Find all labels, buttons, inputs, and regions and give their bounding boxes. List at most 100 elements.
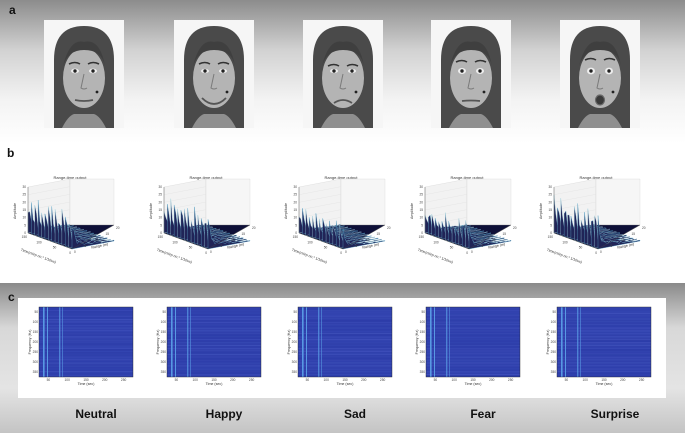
emotion-label-fear: Fear — [470, 407, 496, 421]
noise-band — [39, 363, 133, 365]
noise-band — [39, 313, 133, 314]
x-tick-label: 0 — [205, 251, 207, 255]
energy-stripe — [62, 307, 63, 377]
noise-band — [557, 354, 651, 356]
mole — [95, 90, 99, 94]
z-tick-label: 5 — [295, 223, 297, 227]
energy-stripe — [306, 307, 307, 377]
x-tick-label: 100 — [562, 240, 568, 244]
noise-band — [298, 348, 392, 349]
noise-band — [298, 311, 392, 313]
y-axis-label: Range (m) — [362, 242, 379, 249]
noise-band — [39, 311, 133, 313]
right-pupil — [478, 69, 482, 73]
noise-band — [167, 319, 261, 321]
surface-plot-neutral: Range-time output 30 25 20 15 10 5 0 150 100 50 0 0 5… — [10, 165, 120, 265]
face-photo-happy — [174, 20, 254, 128]
noise-band — [298, 316, 392, 318]
mouth — [594, 94, 606, 106]
x-tick-label: 0 — [340, 251, 342, 255]
noise-band — [39, 345, 133, 346]
y-tick-label: 10 — [95, 238, 99, 242]
z-tick-label: 30 — [419, 185, 423, 189]
noise-band — [167, 326, 261, 328]
time-tick-label: 200 — [230, 378, 236, 382]
surface-ridge — [207, 219, 251, 250]
panel-label-a: a — [9, 3, 16, 17]
z-tick-label: 5 — [421, 223, 423, 227]
y-tick-label: 5 — [356, 244, 358, 248]
face-skin — [63, 48, 105, 108]
x-tick-label: 50 — [579, 246, 583, 250]
freq-tick-label: 300 — [161, 360, 167, 364]
noise-band — [298, 340, 392, 342]
noise-band — [557, 334, 651, 336]
noise-band — [426, 345, 520, 346]
spectrogram-fear: 50 100 150 200 250 300 350 50 100 150 200 250 Freque… — [414, 305, 522, 389]
noise-band — [39, 329, 133, 331]
spectrogram-surprise: 50 100 150 200 250 300 350 50 100 150 200 250 Freque… — [545, 305, 653, 389]
face-skin — [450, 48, 492, 108]
noise-band — [39, 355, 133, 357]
x-axis — [424, 232, 470, 250]
surface-plot-title: Range-time output — [190, 175, 224, 180]
noise-band — [557, 355, 651, 357]
z-tick-label: 25 — [158, 193, 162, 197]
noise-band — [39, 343, 133, 345]
x-tick-label: 150 — [419, 235, 425, 239]
y-tick-label: 15 — [632, 232, 636, 236]
emotion-label-sad: Sad — [343, 407, 366, 421]
right-eyebrow — [474, 59, 487, 63]
time-tick-label: 100 — [452, 378, 458, 382]
noise-band — [298, 366, 392, 368]
noise-band — [298, 352, 392, 354]
energy-stripe — [59, 307, 61, 377]
noise-band — [39, 307, 133, 308]
z-tick-label: 5 — [550, 223, 552, 227]
noise-band — [557, 335, 651, 337]
noise-band — [298, 373, 392, 375]
energy-stripe — [47, 307, 48, 377]
noise-band — [167, 349, 261, 351]
x-tick-label: 50 — [450, 246, 454, 250]
energy-stripe — [175, 307, 176, 377]
noise-band — [557, 337, 651, 339]
noise-band — [426, 329, 520, 331]
noise-band — [426, 307, 520, 308]
noise-band — [557, 345, 651, 346]
noise-band — [426, 355, 520, 357]
freq-tick-label: 200 — [551, 340, 557, 344]
noise-band — [426, 375, 520, 377]
z-tick-label: 0 — [295, 231, 297, 235]
z-tick-label: 25 — [419, 193, 423, 197]
y-tick-label: 10 — [492, 238, 496, 242]
emotion-label-neutral: Neutral — [75, 407, 117, 421]
noise-band — [426, 360, 520, 362]
z-tick-label: 20 — [548, 200, 552, 204]
mole — [354, 90, 358, 94]
noise-band — [298, 313, 392, 314]
x-axis — [163, 232, 209, 250]
freq-tick-label: 150 — [551, 330, 557, 334]
freq-tick-label: 250 — [292, 350, 298, 354]
right-pupil — [350, 69, 354, 73]
mole — [611, 90, 615, 94]
emotion-label-happy: Happy — [205, 407, 243, 421]
noise-band — [167, 358, 261, 360]
y-tick-label: 10 — [366, 238, 370, 242]
noise-band — [426, 332, 520, 334]
noise-band — [167, 351, 261, 353]
grid-line — [27, 194, 71, 203]
noise-band — [426, 366, 520, 368]
panel-label-b: b — [7, 146, 15, 160]
noise-band — [426, 358, 520, 360]
noise-band — [557, 358, 651, 360]
freq-tick-label: 150 — [420, 330, 426, 334]
noise-band — [557, 363, 651, 365]
x-tick-label: 150 — [158, 235, 164, 239]
noise-band — [39, 369, 133, 371]
y-axis — [468, 224, 512, 250]
hair-fringe — [193, 41, 235, 66]
freq-axis-label: Frequency (Hz) — [546, 330, 550, 355]
time-tick-label: 200 — [620, 378, 626, 382]
